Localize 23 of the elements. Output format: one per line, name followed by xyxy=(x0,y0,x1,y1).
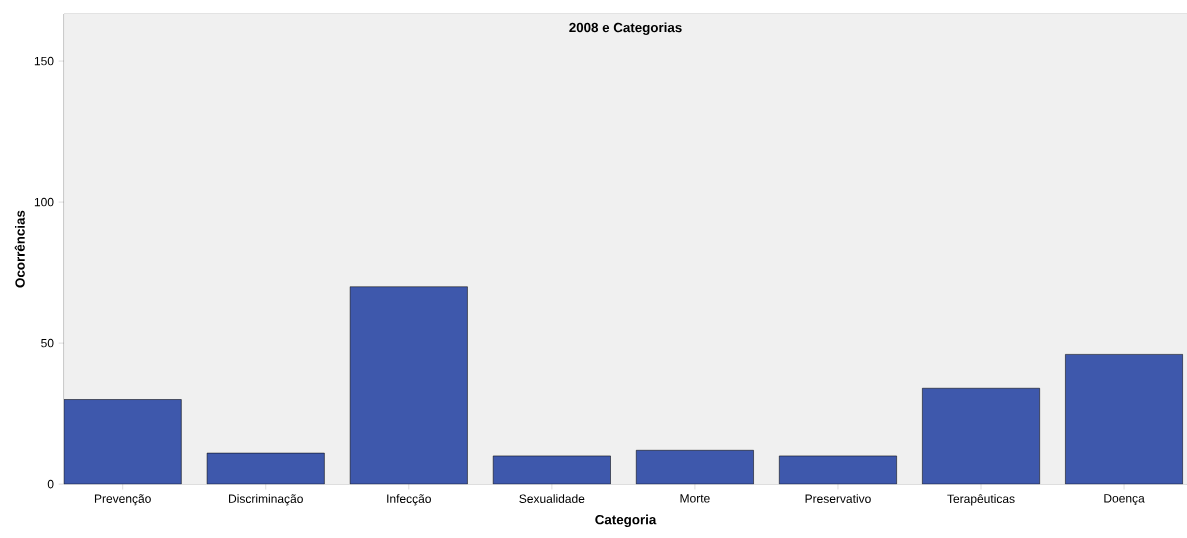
y-tick-label: 0 xyxy=(47,479,54,489)
bar xyxy=(922,388,1040,485)
bar xyxy=(779,455,897,485)
x-axis-title: Categoria xyxy=(595,514,657,527)
bar xyxy=(1065,354,1183,485)
bar xyxy=(64,399,182,485)
x-tick-label: Prevenção xyxy=(94,494,151,506)
x-tick-label: Sexualidade xyxy=(519,494,585,503)
x-tick-label: Doença xyxy=(1104,494,1145,505)
x-tick-label: Preservativo xyxy=(805,494,871,503)
x-tick-label: Terapêuticas xyxy=(947,494,1015,506)
y-axis-title: Ocorrências xyxy=(14,210,25,288)
y-tick-label: 150 xyxy=(34,56,54,66)
bar xyxy=(636,450,754,485)
text: 2008 e Categorias xyxy=(569,22,682,35)
y-tick-label: 100 xyxy=(34,197,54,207)
bar xyxy=(207,453,325,485)
x-tick-label: Infecção xyxy=(387,494,431,506)
x-tick-label: Discriminação xyxy=(229,494,303,506)
x-tick-label: Morte xyxy=(680,494,710,503)
y-tick-label: 50 xyxy=(41,338,54,348)
bar xyxy=(350,286,468,485)
bar xyxy=(493,455,611,485)
